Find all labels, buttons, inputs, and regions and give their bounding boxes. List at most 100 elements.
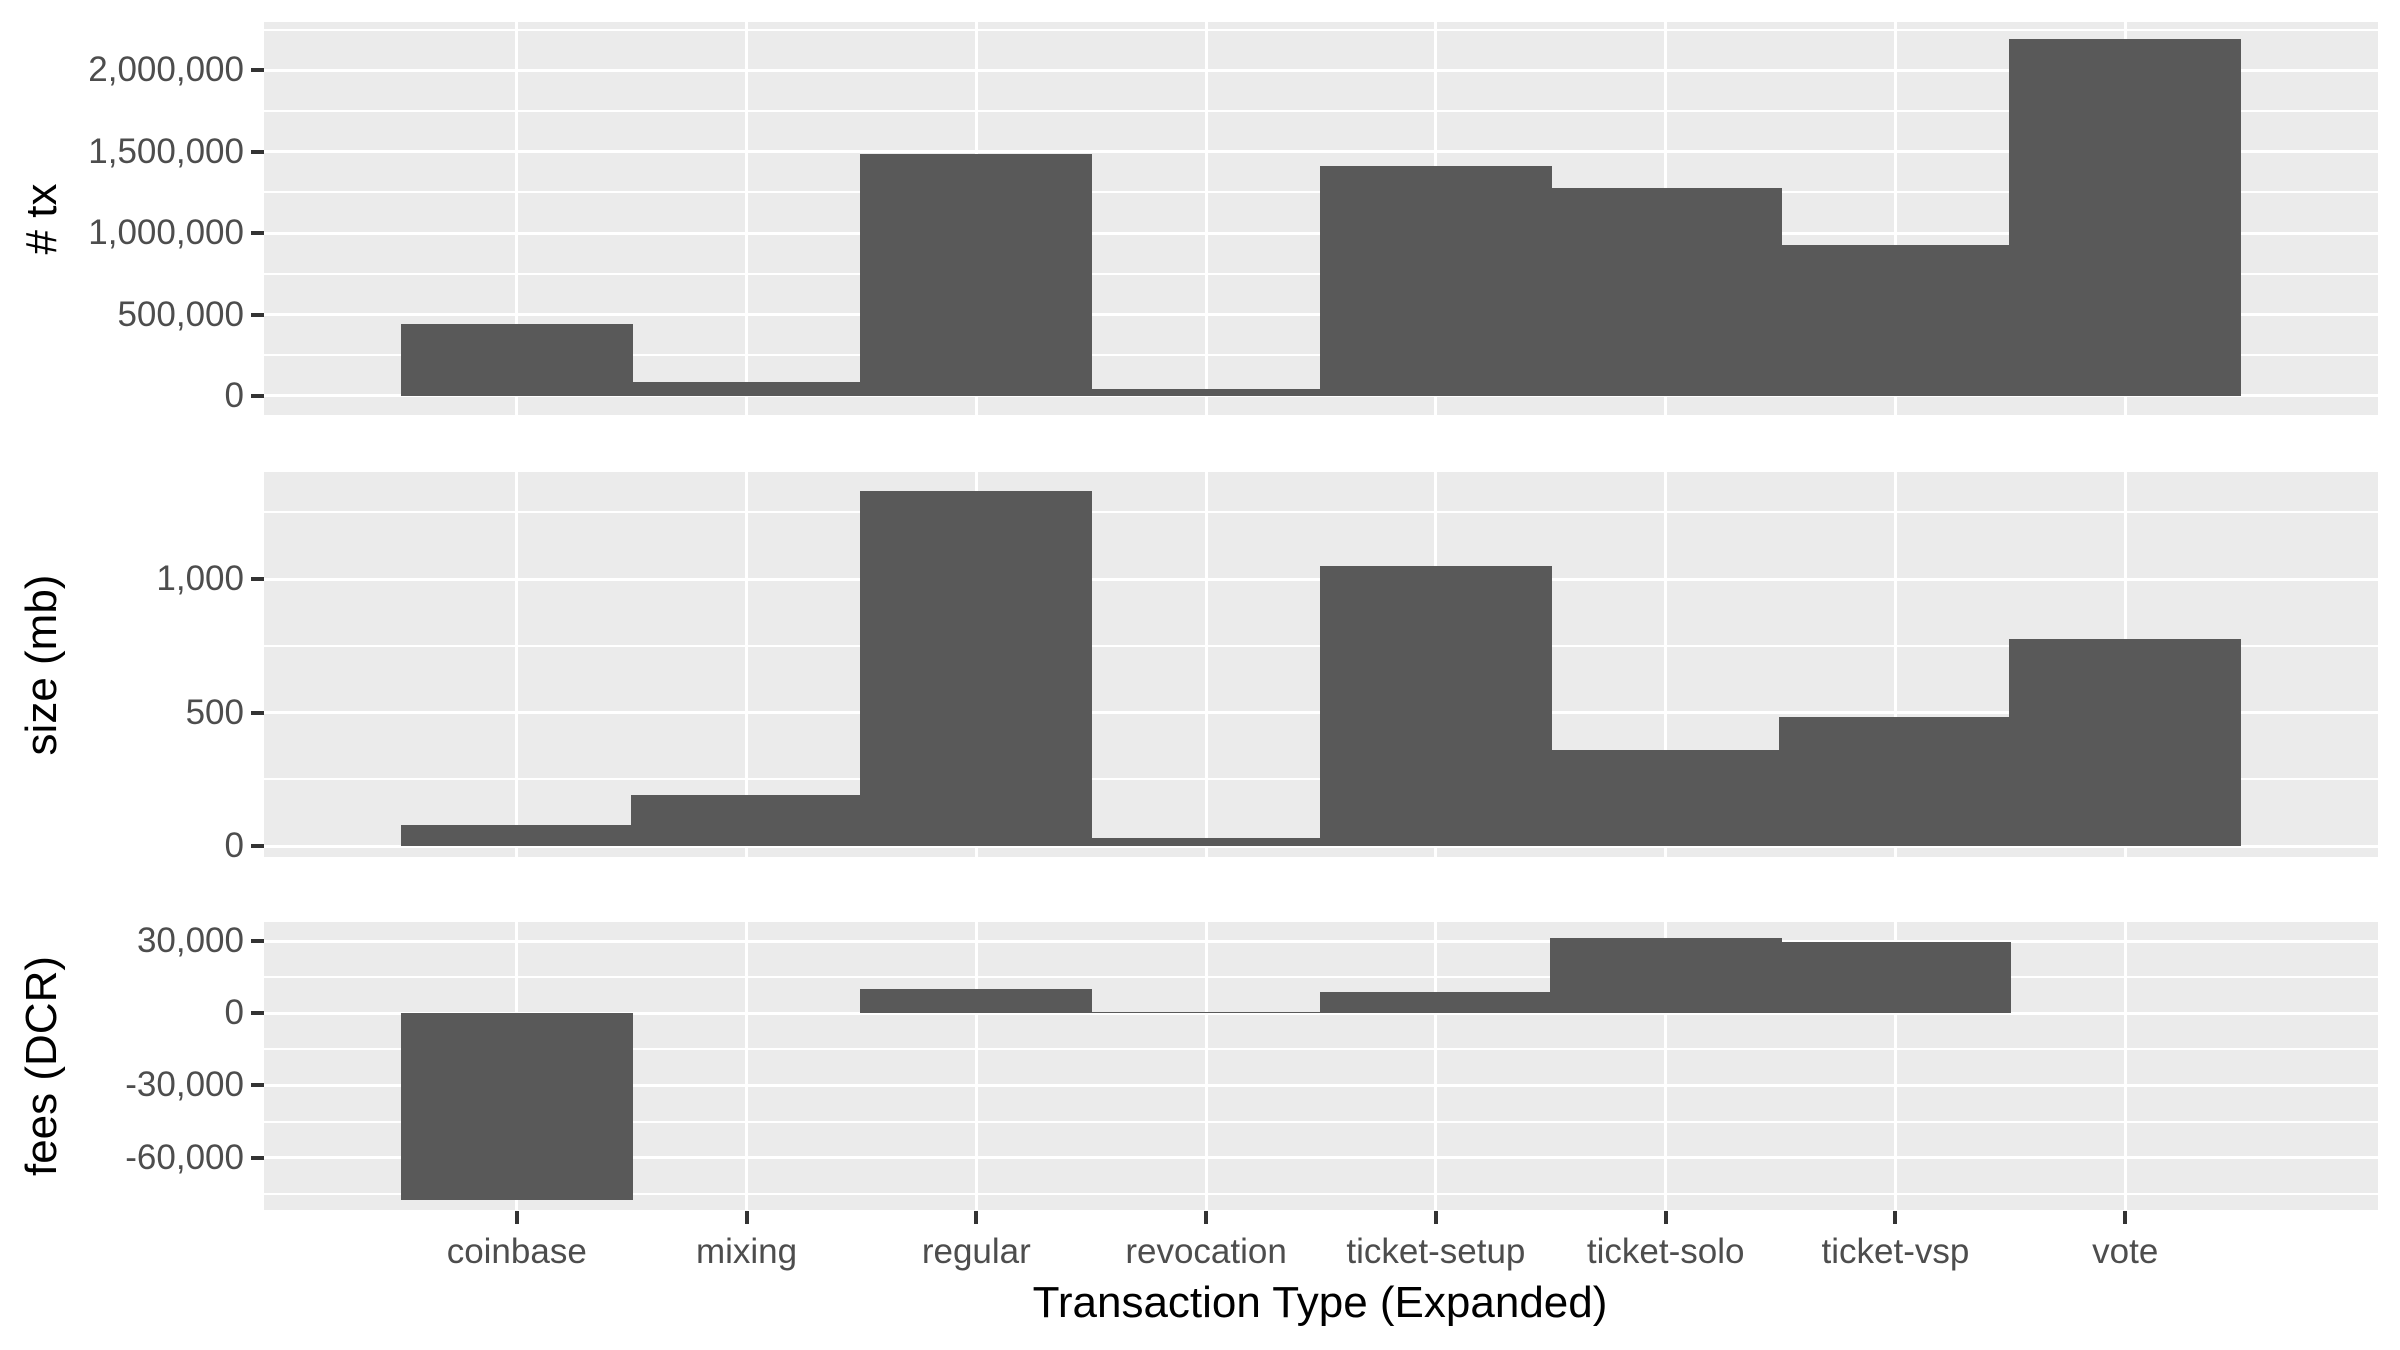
y-tick-label: -30,000	[125, 1065, 244, 1105]
y-tick-label: 500,000	[117, 294, 244, 334]
gridline-vertical	[745, 22, 749, 415]
bar-revocation	[1090, 388, 1323, 396]
bar-vote	[2009, 639, 2242, 847]
y-tick-mark	[251, 68, 264, 73]
y-tick-label: 1,000,000	[88, 213, 244, 253]
y-tick-label: 2,000,000	[88, 50, 244, 90]
gridline-major	[264, 150, 2378, 154]
gridline-vertical	[745, 472, 749, 857]
x-tick-mark	[1433, 1211, 1438, 1224]
bar-coinbase	[400, 324, 633, 396]
x-tick-label-vote: vote	[2092, 1232, 2159, 1271]
gridline-vertical	[1893, 472, 1897, 857]
y-tick-label: 30,000	[136, 921, 244, 961]
bar-ticket-solo	[1549, 187, 1782, 396]
gridline-major	[264, 1011, 2378, 1015]
y-tick-mark	[251, 844, 264, 849]
x-tick-label-revocation: revocation	[1125, 1232, 1287, 1271]
bar-revocation	[1090, 1011, 1323, 1014]
gridline-vertical	[1204, 22, 1208, 415]
y-tick-mark	[251, 939, 264, 944]
gridline-vertical	[2123, 922, 2127, 1210]
bar-ticket-setup	[1319, 565, 1552, 847]
y-tick-mark	[251, 312, 264, 317]
bar-ticket-vsp	[1779, 244, 2012, 396]
y-tick-mark	[251, 710, 264, 715]
bar-ticket-setup	[1319, 991, 1552, 1014]
gridline-major	[264, 939, 2378, 943]
bar-vote	[2009, 39, 2242, 396]
x-tick-label-mixing: mixing	[695, 1232, 798, 1271]
x-tick-mark	[974, 1211, 979, 1224]
bar-ticket-solo	[1549, 749, 1782, 847]
y-tick-label: -60,000	[125, 1137, 244, 1177]
y-tick-mark	[251, 231, 264, 236]
y-tick-mark	[251, 393, 264, 398]
facet-panel-2	[264, 472, 2378, 857]
x-axis-title: Transaction Type (Expanded)	[1032, 1278, 1608, 1327]
y-tick-mark	[251, 1011, 264, 1016]
gridline-vertical	[745, 922, 749, 1210]
bar-mixing	[630, 382, 863, 396]
facet-panel-1	[264, 22, 2378, 415]
gridline-minor	[264, 110, 2378, 113]
bar-mixing	[630, 795, 863, 847]
gridline-minor	[264, 1192, 2378, 1195]
bar-ticket-solo	[1549, 937, 1782, 1014]
x-tick-mark	[514, 1211, 519, 1224]
y-tick-label: 1,000	[156, 559, 244, 599]
gridline-minor	[264, 1048, 2378, 1051]
gridline-vertical	[1893, 922, 1897, 1210]
gridline-major	[264, 68, 2378, 72]
x-tick-label-coinbase: coinbase	[446, 1232, 587, 1271]
y-tick-label: 0	[224, 993, 244, 1033]
y-tick-mark	[251, 1155, 264, 1160]
x-tick-label-ticket-setup: ticket-setup	[1346, 1232, 1526, 1271]
x-tick-mark	[2123, 1211, 2128, 1224]
gridline-vertical	[1664, 472, 1668, 857]
bar-coinbase	[400, 824, 633, 847]
gridline-minor	[264, 1120, 2378, 1123]
bar-revocation	[1090, 838, 1323, 847]
y-tick-mark	[251, 149, 264, 154]
facet-panel-3	[264, 922, 2378, 1210]
gridline-vertical	[1204, 922, 1208, 1210]
x-tick-label-regular: regular	[921, 1232, 1031, 1271]
gridline-major	[264, 844, 2378, 848]
bar-regular	[860, 989, 1093, 1014]
y-tick-label: 0	[224, 826, 244, 866]
x-tick-label-ticket-vsp: ticket-vsp	[1821, 1232, 1970, 1271]
y-axis-title-1: # tx	[17, 183, 66, 254]
gridline-vertical	[974, 922, 978, 1210]
gridline-vertical	[1664, 922, 1668, 1210]
y-tick-label: 500	[185, 692, 244, 732]
bar-coinbase	[400, 1013, 633, 1201]
gridline-major	[264, 394, 2378, 398]
gridline-major	[264, 1156, 2378, 1160]
y-tick-mark	[251, 1083, 264, 1088]
y-axis-title-3: fees (DCR)	[17, 955, 66, 1177]
gridline-minor	[264, 28, 2378, 31]
gridline-major	[264, 1083, 2378, 1087]
bar-ticket-vsp	[1779, 942, 2012, 1014]
gridline-vertical	[515, 472, 519, 857]
gridline-vertical	[1434, 922, 1438, 1210]
gridline-vertical	[515, 22, 519, 415]
bar-ticket-setup	[1319, 166, 1552, 396]
gridline-vertical	[1204, 472, 1208, 857]
x-tick-label-ticket-solo: ticket-solo	[1586, 1232, 1745, 1271]
y-axis-title-2: size (mb)	[17, 574, 66, 755]
bar-regular	[860, 490, 1093, 847]
gridline-minor	[264, 976, 2378, 979]
bar-ticket-vsp	[1779, 716, 2012, 847]
x-tick-mark	[1663, 1211, 1668, 1224]
x-tick-mark	[744, 1211, 749, 1224]
bar-regular	[860, 154, 1093, 396]
y-tick-mark	[251, 577, 264, 582]
x-tick-mark	[1893, 1211, 1898, 1224]
gridline-vertical	[1893, 22, 1897, 415]
x-tick-mark	[1204, 1211, 1209, 1224]
y-tick-label: 1,500,000	[88, 131, 244, 171]
y-tick-label: 0	[224, 375, 244, 415]
